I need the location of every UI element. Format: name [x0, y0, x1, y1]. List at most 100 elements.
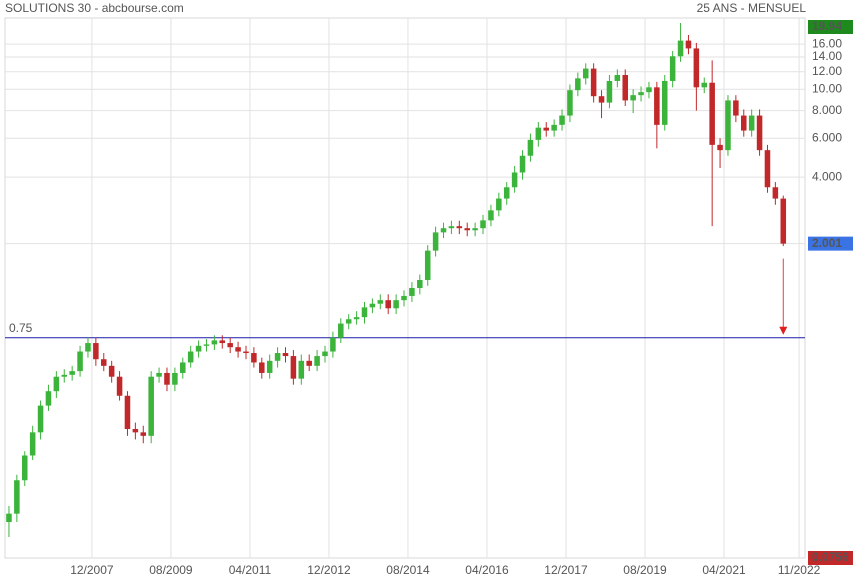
candle-body: [630, 95, 636, 101]
candle-body: [243, 351, 249, 354]
candle-body: [377, 300, 384, 304]
candle-body: [298, 360, 305, 379]
candle-body: [511, 172, 518, 188]
candle-body: [156, 372, 162, 377]
candle-body: [37, 405, 44, 433]
candle-body: [187, 351, 194, 363]
candle-body: [116, 376, 123, 396]
candle-body: [559, 115, 565, 125]
candle-body: [203, 344, 210, 346]
candle-body: [393, 300, 399, 309]
candle-body: [590, 68, 597, 97]
price-marker: [808, 236, 853, 251]
candle-body: [369, 303, 376, 308]
price-marker: [808, 20, 853, 34]
candle-body: [401, 295, 407, 301]
x-tick-label: 11/2022: [778, 563, 821, 577]
y-tick-label: 12.00: [812, 64, 842, 78]
candle-body: [417, 279, 423, 289]
candle-body: [693, 48, 700, 88]
x-tick-label: 12/2017: [544, 563, 588, 577]
candle-body: [614, 74, 621, 81]
y-tick-label: 6.000: [812, 130, 842, 144]
candle-body: [606, 80, 613, 103]
x-tick-label: 08/2014: [386, 563, 430, 577]
x-tick-label: 08/2019: [623, 563, 667, 577]
y-tick-label: 14.00: [812, 49, 842, 63]
candle-body: [464, 228, 470, 231]
y-tick-label: 10.00: [812, 81, 842, 95]
candle-body: [259, 362, 265, 373]
candle-body: [45, 391, 52, 406]
candle-body: [472, 228, 478, 231]
candle-body: [654, 87, 660, 125]
candle-body: [527, 139, 534, 156]
candle-body: [77, 351, 83, 372]
plot-frame: [4, 17, 806, 559]
candle-body: [140, 432, 147, 436]
y-tick-label: 16.00: [812, 36, 842, 50]
candle-body: [717, 144, 723, 151]
candle-body: [535, 127, 542, 140]
candle-body: [101, 359, 107, 366]
candle-body: [756, 115, 763, 151]
candle-body: [29, 432, 36, 456]
candle-body: [780, 198, 787, 244]
price-marker-label: 0.0756: [812, 550, 849, 564]
candle-body: [448, 226, 455, 229]
candle-body: [638, 92, 644, 96]
price-marker-label: 19.94: [812, 19, 842, 33]
x-tick-label: 04/2016: [465, 563, 509, 577]
candle-body: [290, 356, 297, 379]
candle-body: [709, 82, 715, 145]
x-tick-label: 04/2021: [702, 563, 746, 577]
candle-body: [661, 80, 668, 125]
candle-body: [21, 455, 28, 481]
candle-body: [338, 323, 344, 338]
candle-body: [282, 353, 289, 357]
candle-body: [85, 343, 91, 352]
candle-body: [93, 343, 99, 360]
candle-body: [488, 210, 494, 221]
candle-body: [69, 371, 75, 375]
candle-body: [677, 40, 684, 57]
candle-body: [227, 343, 233, 348]
candle-body: [733, 100, 739, 116]
candle-body: [180, 362, 186, 373]
candle-body: [669, 56, 676, 81]
candle-body: [409, 288, 415, 296]
candle-body: [61, 374, 68, 377]
arrow-head: [779, 326, 788, 335]
candle-body: [543, 127, 549, 131]
price-marker: [808, 551, 853, 565]
candle-body: [385, 300, 391, 309]
candle-body: [480, 220, 486, 229]
candle-body: [148, 376, 154, 436]
candle-body: [725, 100, 731, 151]
candle-body: [772, 187, 779, 199]
candle-body: [195, 345, 202, 352]
y-tick-label: 8.000: [812, 103, 842, 117]
candle-body: [235, 347, 241, 352]
candle-body: [108, 365, 115, 377]
x-tick-label: 08/2009: [149, 563, 193, 577]
candle-body: [124, 395, 131, 429]
candle-body: [330, 337, 336, 352]
candle-body: [266, 360, 273, 373]
candle-body: [456, 226, 463, 229]
chart-title: SOLUTIONS 30 - abcbourse.com: [5, 1, 184, 15]
candle-body: [211, 340, 218, 345]
candle-body: [432, 232, 439, 251]
candle-body: [622, 74, 629, 101]
candle-body: [251, 353, 257, 363]
candle-body: [53, 376, 60, 392]
candle-body: [748, 115, 755, 131]
level-label: 0.75: [9, 321, 33, 335]
chart-subtitle: 25 ANS - MENSUEL: [697, 1, 807, 15]
candle-body: [353, 317, 360, 320]
candle-body: [741, 115, 747, 131]
candle-body: [314, 356, 320, 366]
candle-body: [172, 372, 178, 385]
